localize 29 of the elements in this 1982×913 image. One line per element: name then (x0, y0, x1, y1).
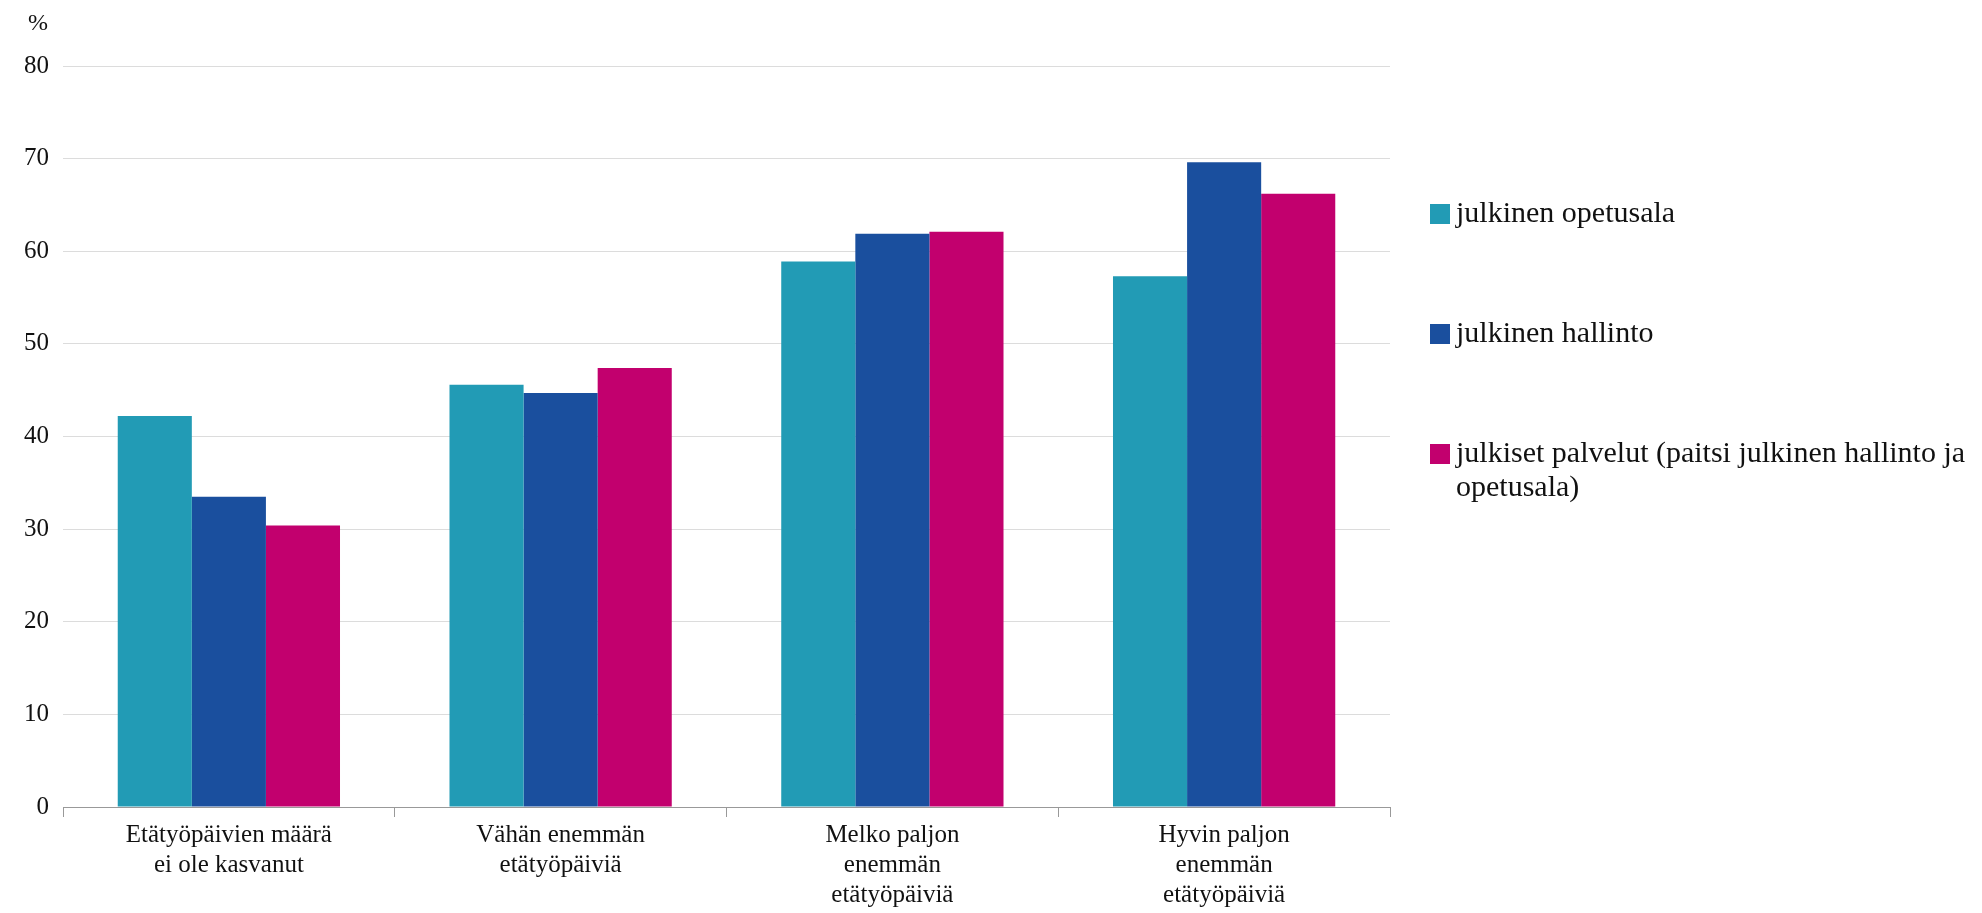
bar (523, 392, 598, 807)
y-tick-label: 10 (24, 698, 49, 726)
y-tick-label: 30 (24, 513, 49, 541)
bar (781, 261, 856, 807)
y-tick-label: 0 (36, 791, 49, 819)
y-axis-title: % (28, 9, 48, 36)
y-tick-label: 80 (24, 50, 49, 78)
bar (117, 416, 192, 807)
bar (1112, 276, 1188, 807)
bar (855, 233, 930, 807)
legend-label: julkiset palvelut (paitsi julkinen hallinto ja opetusala) (1456, 435, 1967, 503)
bar (1261, 193, 1336, 807)
bar (597, 367, 672, 807)
y-tick-label: 20 (24, 606, 49, 634)
bar (929, 231, 1004, 807)
legend-label: julkinen hallinto (1456, 315, 1654, 349)
y-tick-label: 40 (24, 421, 49, 449)
bar (265, 525, 341, 807)
x-tick-label: Hyvin paljon enemmän etätyöpäiviä (1158, 819, 1291, 907)
x-tick-label: Vähän enemmän etätyöpäiviä (476, 819, 646, 877)
y-tick-label: 60 (24, 235, 49, 263)
legend-label: julkinen opetusala (1456, 195, 1676, 229)
bar (1187, 162, 1262, 807)
bar (449, 384, 524, 807)
y-tick-label: 70 (24, 143, 49, 171)
bar (191, 496, 266, 807)
x-tick-label: Etätyöpäivien määrä ei ole kasvanut (125, 819, 332, 877)
x-tick-label: Melko paljon enemmän etätyöpäiviä (825, 819, 960, 907)
y-tick-label: 50 (24, 328, 49, 356)
